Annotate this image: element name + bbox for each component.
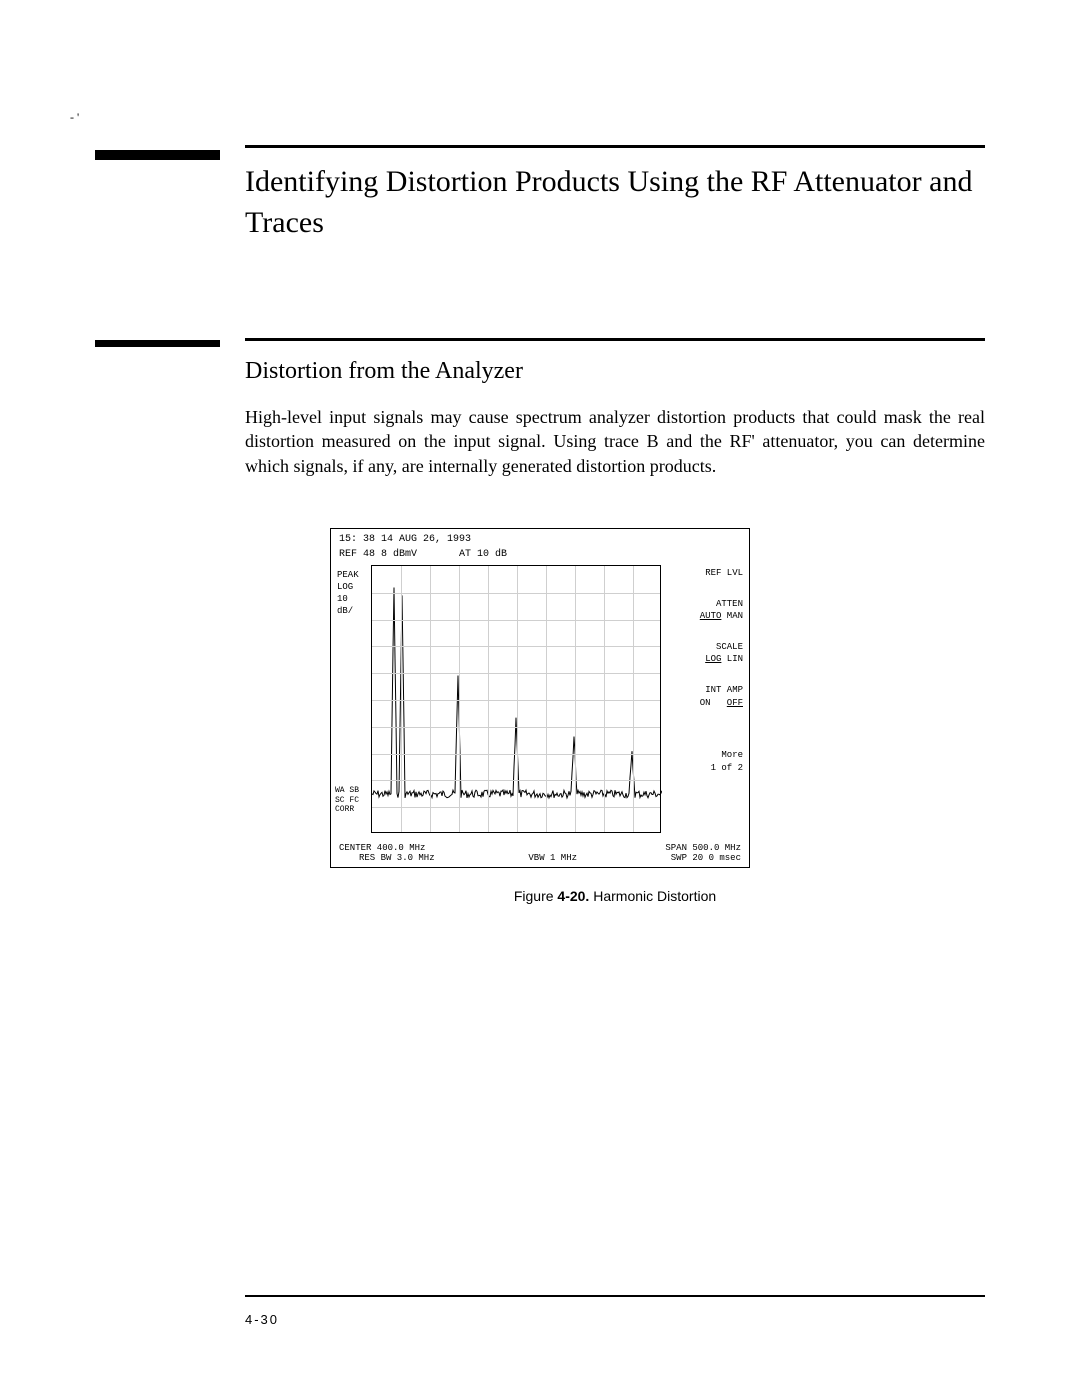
figure-status: CENTER 400.0 MHz SPAN 500.0 MHz RES BW 3… — [339, 843, 741, 863]
status-center: CENTER 400.0 MHz — [339, 843, 425, 853]
gridline-horizontal — [372, 673, 660, 674]
softkey-atten[interactable]: ATTEN — [669, 598, 743, 611]
ref-level-label: REF 48 8 dBmV — [339, 549, 417, 560]
gridline-vertical — [459, 566, 460, 832]
status-span: SPAN 500.0 MHz — [665, 843, 741, 853]
gridline-horizontal — [372, 780, 660, 781]
label-sc-fc: SC FC — [335, 796, 359, 806]
gridline-vertical — [488, 566, 489, 832]
figure-spectrum-analyzer: 15: 38 14 AUG 26, 1993 REF 48 8 dBmV AT … — [330, 528, 750, 868]
gridline-vertical — [430, 566, 431, 832]
caption-prefix: Figure — [514, 888, 558, 904]
footer-rule — [245, 1295, 985, 1297]
softkey-more-page: 1 of 2 — [669, 762, 743, 775]
section-marker — [95, 150, 220, 160]
gridline-vertical — [575, 566, 576, 832]
label-corr: CORR — [335, 805, 359, 815]
softkey-intamp-off[interactable]: OFF — [727, 698, 743, 708]
softkey-menu: REF LVL ATTEN AUTO MAN SCALE LOG LIN INT… — [669, 567, 743, 792]
softkey-ref-lvl[interactable]: REF LVL — [669, 567, 743, 580]
figure-side-labels: WA SB SC FC CORR — [335, 786, 359, 815]
stray-mark: - ' — [70, 110, 79, 125]
caption-number: 4-20. — [557, 888, 589, 904]
page-title: Identifying Distortion Products Using th… — [245, 162, 985, 243]
softkey-atten-auto[interactable]: AUTO — [700, 611, 722, 621]
atten-label: AT 10 dB — [459, 549, 507, 560]
label-db: dB/ — [337, 605, 371, 617]
body-paragraph: High-level input signals may cause spect… — [245, 405, 985, 478]
label-10: 10 — [337, 593, 371, 605]
gridline-horizontal — [372, 807, 660, 808]
softkey-scale-log[interactable]: LOG — [705, 654, 721, 664]
gridline-horizontal — [372, 727, 660, 728]
label-peak: PEAK — [337, 569, 371, 581]
figure-header: REF 48 8 dBmV AT 10 dB — [331, 547, 749, 563]
gridline-horizontal — [372, 593, 660, 594]
status-resbw: RES BW 3.0 MHz — [339, 853, 435, 863]
subtitle-rule — [245, 338, 985, 341]
label-log: LOG — [337, 581, 371, 593]
gridline-vertical — [517, 566, 518, 832]
page-number: 4-30 — [245, 1312, 279, 1327]
gridline-horizontal — [372, 646, 660, 647]
plot-area — [371, 565, 661, 833]
figure-caption: Figure 4-20. Harmonic Distortion — [245, 888, 985, 904]
gridline-vertical — [546, 566, 547, 832]
softkey-int-amp[interactable]: INT AMP — [669, 684, 743, 697]
gridline-vertical — [401, 566, 402, 832]
title-rule — [245, 145, 985, 148]
figure-left-labels: PEAK LOG 10 dB/ — [337, 569, 371, 618]
gridline-horizontal — [372, 700, 660, 701]
softkey-more[interactable]: More — [669, 749, 743, 762]
caption-text: Harmonic Distortion — [593, 888, 716, 904]
status-swp: SWP 20 0 msec — [671, 853, 741, 863]
section-heading: Distortion from the Analyzer — [245, 358, 523, 385]
gridline-vertical — [604, 566, 605, 832]
softkey-intamp-on[interactable]: ON — [700, 698, 711, 708]
softkey-scale-lin[interactable]: LIN — [727, 654, 743, 664]
status-vbw: VBW 1 MHz — [528, 853, 577, 863]
figure-timestamp: 15: 38 14 AUG 26, 1993 — [331, 529, 749, 547]
gridline-horizontal — [372, 620, 660, 621]
softkey-scale[interactable]: SCALE — [669, 641, 743, 654]
softkey-atten-man[interactable]: MAN — [727, 611, 743, 621]
gridline-horizontal — [372, 754, 660, 755]
label-wa-sb: WA SB — [335, 786, 359, 796]
section-marker — [95, 340, 220, 347]
gridline-vertical — [633, 566, 634, 832]
